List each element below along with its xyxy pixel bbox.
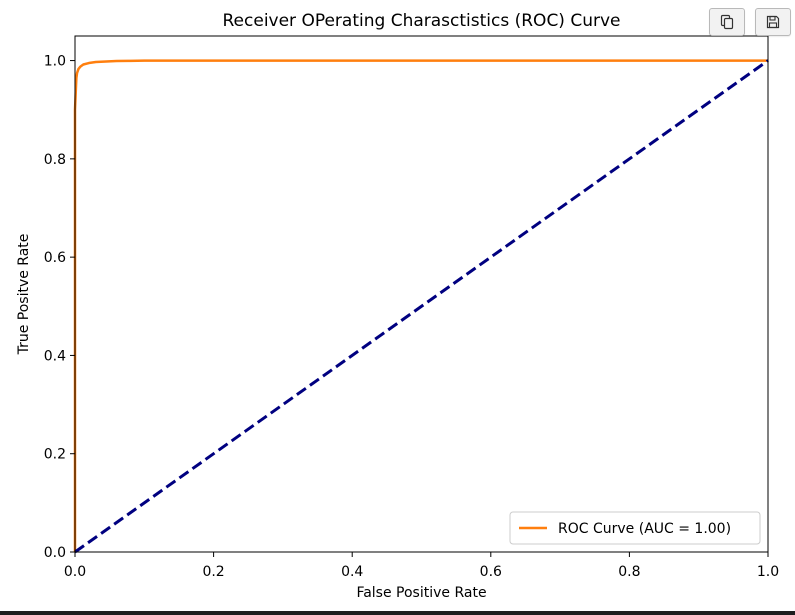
y-tick-label: 0.6 — [44, 250, 66, 266]
x-tick-label: 1.0 — [757, 564, 779, 580]
window-bottom-edge — [0, 611, 795, 615]
copy-icon — [720, 14, 734, 30]
x-tick-label: 0.4 — [341, 564, 363, 580]
y-tick-label: 0.8 — [44, 152, 66, 168]
legend-box — [509, 511, 761, 545]
y-tick-label: 0.4 — [44, 348, 66, 364]
x-tick-label: 0.8 — [618, 564, 640, 580]
copy-button[interactable] — [709, 8, 745, 36]
x-tick-label: 0.0 — [64, 564, 86, 580]
legend: ROC Curve (AUC = 1.00) — [509, 511, 761, 545]
chart-title: Receiver OPerating Charasctistics (ROC) … — [223, 11, 621, 31]
x-tick-label: 0.6 — [480, 564, 502, 580]
save-button[interactable] — [755, 8, 791, 36]
y-tick-label: 0.0 — [44, 545, 66, 561]
legend-label: ROC Curve (AUC = 1.00) — [558, 521, 731, 537]
y-axis-label: True Positve Rate — [16, 234, 32, 356]
figure-toolbar — [709, 8, 791, 36]
plot-area-frame — [74, 35, 769, 553]
roc-curve-line — [73, 59, 768, 552]
x-axis-label: False Positive Rate — [356, 585, 486, 601]
diagonal-reference-line — [74, 59, 769, 554]
y-tick-label: 0.2 — [44, 447, 66, 463]
y-tick-label: 1.0 — [44, 54, 66, 70]
x-tick-label: 0.2 — [202, 564, 224, 580]
save-icon — [766, 15, 780, 29]
